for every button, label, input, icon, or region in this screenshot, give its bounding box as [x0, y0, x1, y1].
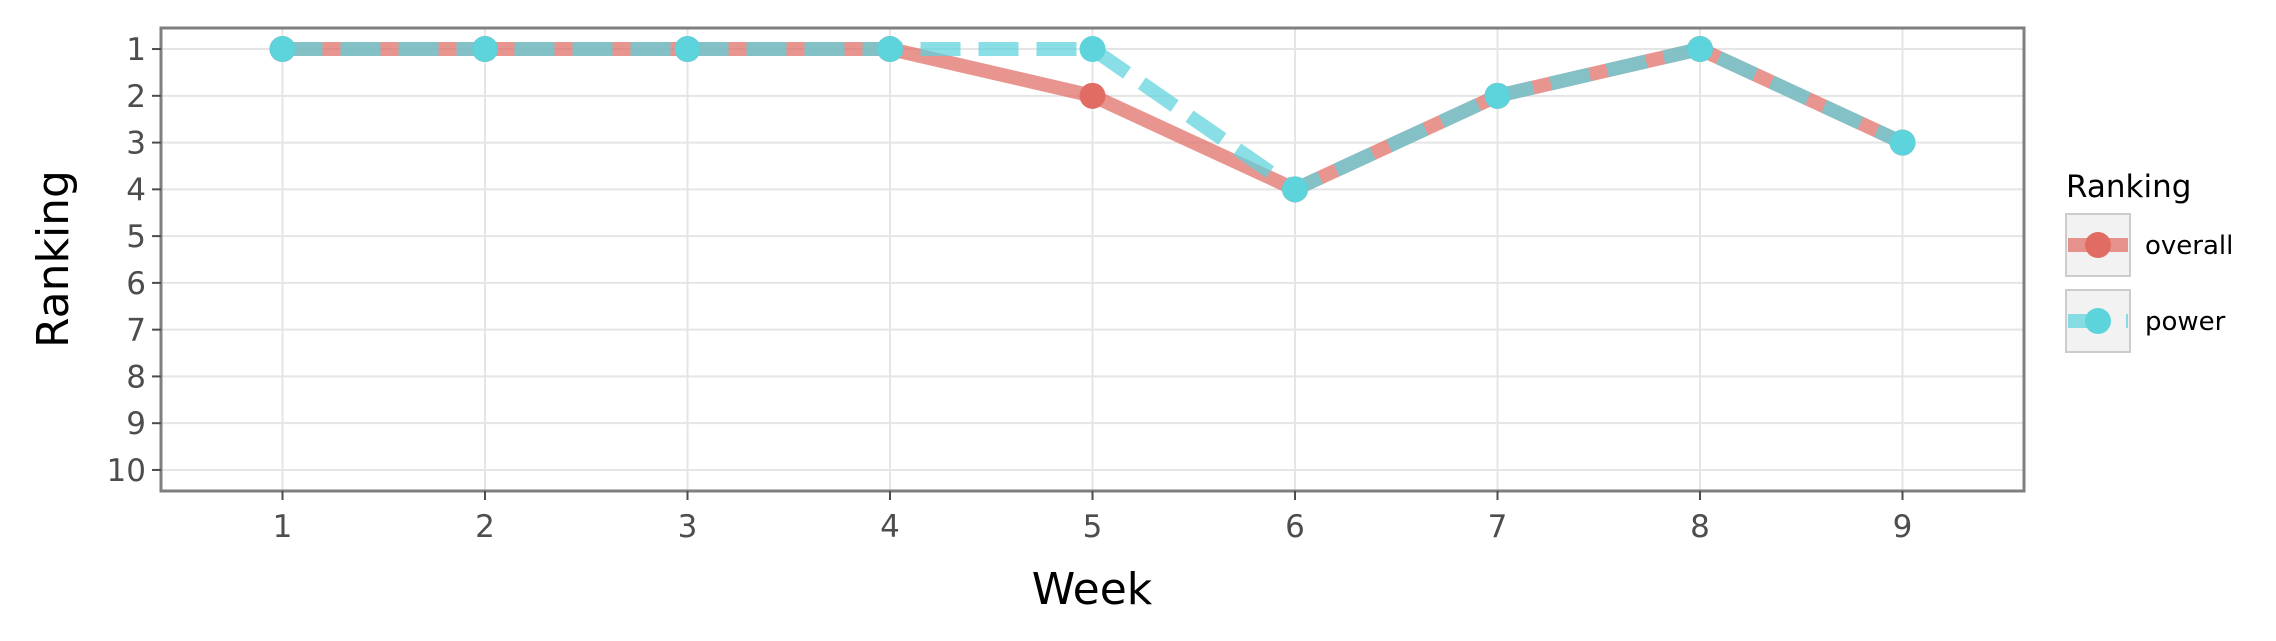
data-point-power: [674, 36, 701, 63]
grid-lines: [161, 28, 2024, 491]
x-tick-label: 6: [1285, 509, 1305, 545]
x-tick-label: 2: [475, 509, 495, 545]
data-point-power: [1079, 36, 1106, 63]
y-tick-label: 4: [126, 172, 146, 208]
x-tick-label: 5: [1083, 509, 1103, 545]
x-tick-label: 8: [1690, 509, 1710, 545]
legend: Ranking overall power: [2065, 169, 2233, 353]
x-axis-ticks: 1 2 3 4 5 6 7 8 9: [273, 491, 1913, 545]
y-axis-ticks: 1 2 3 4 5 6 7 8 9 10: [107, 32, 161, 489]
y-axis-title: Ranking: [28, 170, 79, 348]
data-point-power: [472, 36, 498, 63]
y-tick-label: 2: [126, 79, 146, 115]
data-point-power: [1687, 36, 1713, 63]
legend-label: overall: [2145, 231, 2233, 261]
y-tick-label: 9: [126, 406, 146, 442]
legend-label: power: [2145, 307, 2226, 337]
y-tick-label: 3: [126, 126, 146, 162]
legend-title: Ranking: [2066, 169, 2191, 205]
y-tick-label: 8: [126, 359, 146, 395]
data-point-power: [1484, 82, 1511, 109]
legend-item-power: power: [2065, 289, 2226, 353]
series-points: [269, 36, 1916, 203]
y-tick-label: 1: [126, 32, 146, 68]
y-tick-label: 6: [126, 266, 146, 302]
legend-key-point: [2085, 232, 2111, 258]
y-tick-label: 10: [107, 453, 146, 489]
data-point-overall: [1079, 82, 1106, 109]
y-tick-label: 7: [126, 313, 146, 349]
x-tick-label: 4: [880, 509, 900, 545]
data-point-power: [269, 36, 296, 63]
x-tick-label: 7: [1488, 509, 1508, 545]
x-tick-label: 3: [678, 509, 698, 545]
x-tick-label: 9: [1893, 509, 1913, 545]
series-line-power: [282, 42, 1906, 197]
legend-item-overall: overall: [2065, 213, 2233, 277]
x-axis-title: Week: [1032, 564, 1153, 615]
data-point-power: [1889, 129, 1916, 156]
legend-key-point: [2085, 308, 2111, 334]
data-point-power: [877, 36, 903, 63]
y-tick-label: 5: [126, 219, 146, 255]
data-point-power: [1282, 176, 1308, 203]
x-tick-label: 1: [273, 509, 293, 545]
legend-items: overall power: [2065, 213, 2233, 353]
